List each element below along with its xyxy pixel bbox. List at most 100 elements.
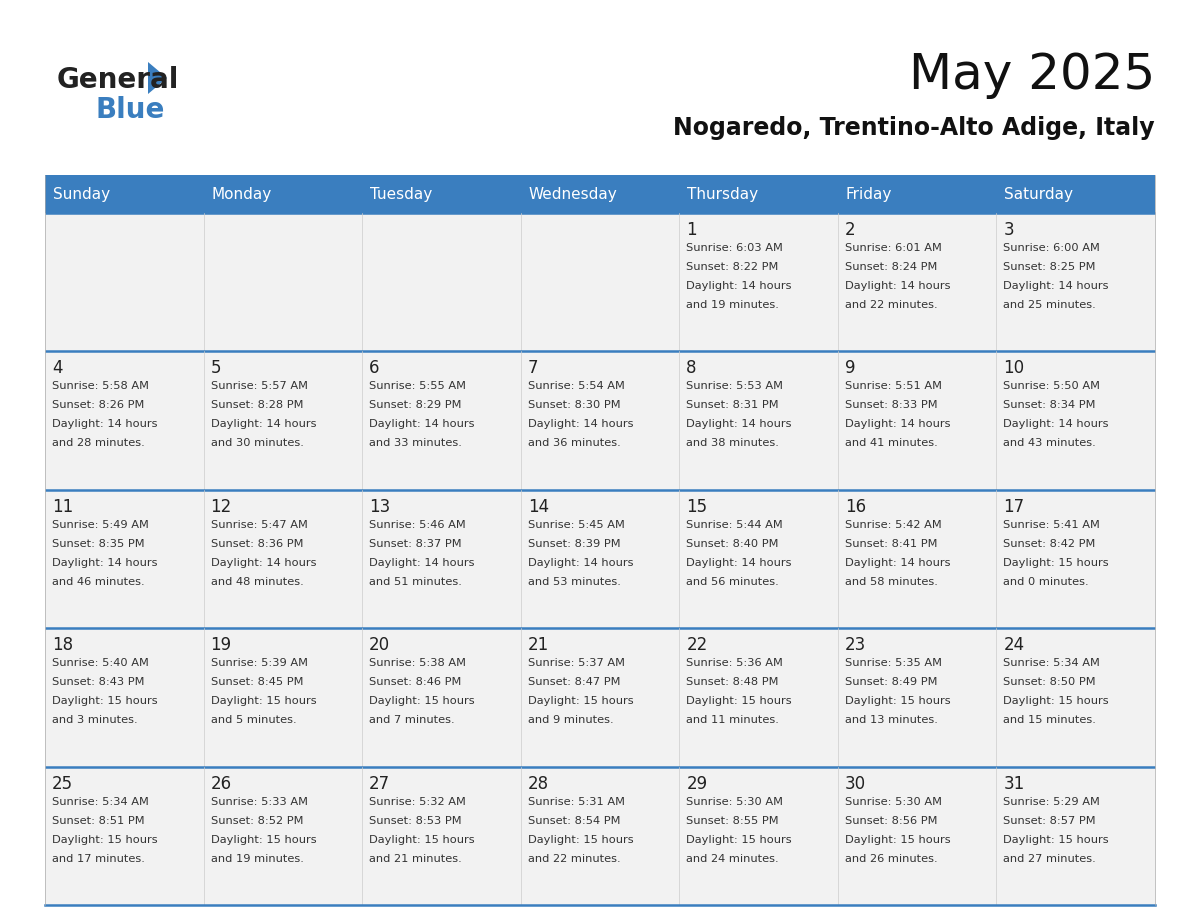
Text: Daylight: 14 hours: Daylight: 14 hours — [687, 281, 791, 291]
Text: Daylight: 15 hours: Daylight: 15 hours — [527, 834, 633, 845]
Bar — [838, 175, 997, 213]
Text: May 2025: May 2025 — [909, 51, 1155, 99]
Text: and 9 minutes.: and 9 minutes. — [527, 715, 613, 725]
Text: Daylight: 15 hours: Daylight: 15 hours — [687, 696, 792, 706]
Text: Daylight: 14 hours: Daylight: 14 hours — [1004, 281, 1108, 291]
Text: Sunset: 8:30 PM: Sunset: 8:30 PM — [527, 400, 620, 410]
Text: and 22 minutes.: and 22 minutes. — [527, 854, 620, 864]
Text: Monday: Monday — [211, 186, 272, 201]
Text: Sunset: 8:55 PM: Sunset: 8:55 PM — [687, 815, 779, 825]
Text: 11: 11 — [52, 498, 74, 516]
Bar — [45, 767, 203, 905]
Text: Daylight: 14 hours: Daylight: 14 hours — [687, 420, 791, 430]
Text: Sunrise: 5:57 AM: Sunrise: 5:57 AM — [210, 381, 308, 391]
Text: 6: 6 — [369, 360, 380, 377]
Text: 10: 10 — [1004, 360, 1024, 377]
Text: Daylight: 15 hours: Daylight: 15 hours — [687, 834, 792, 845]
Text: and 51 minutes.: and 51 minutes. — [369, 577, 462, 587]
Text: 20: 20 — [369, 636, 391, 655]
Text: Daylight: 15 hours: Daylight: 15 hours — [1004, 834, 1110, 845]
Text: Sunset: 8:43 PM: Sunset: 8:43 PM — [52, 677, 145, 688]
Text: Sunrise: 5:38 AM: Sunrise: 5:38 AM — [369, 658, 466, 668]
Text: and 41 minutes.: and 41 minutes. — [845, 439, 937, 448]
Text: Sunset: 8:42 PM: Sunset: 8:42 PM — [1004, 539, 1095, 549]
Text: Sunrise: 5:49 AM: Sunrise: 5:49 AM — [52, 520, 148, 530]
Text: Nogaredo, Trentino-Alto Adige, Italy: Nogaredo, Trentino-Alto Adige, Italy — [674, 116, 1155, 140]
Text: Sunset: 8:26 PM: Sunset: 8:26 PM — [52, 400, 145, 410]
Text: Sunrise: 5:37 AM: Sunrise: 5:37 AM — [527, 658, 625, 668]
Bar — [203, 628, 362, 767]
Text: Daylight: 14 hours: Daylight: 14 hours — [845, 558, 950, 568]
Bar — [680, 352, 838, 490]
Text: Sunset: 8:40 PM: Sunset: 8:40 PM — [687, 539, 779, 549]
Bar — [45, 175, 203, 213]
Bar — [203, 490, 362, 628]
Text: Saturday: Saturday — [1004, 186, 1074, 201]
Bar — [362, 352, 520, 490]
Bar — [203, 352, 362, 490]
Text: Sunrise: 5:29 AM: Sunrise: 5:29 AM — [1004, 797, 1100, 807]
Text: Sunrise: 5:45 AM: Sunrise: 5:45 AM — [527, 520, 625, 530]
Text: Daylight: 15 hours: Daylight: 15 hours — [527, 696, 633, 706]
Text: Daylight: 15 hours: Daylight: 15 hours — [845, 834, 950, 845]
Text: 1: 1 — [687, 221, 697, 239]
Text: Sunrise: 5:30 AM: Sunrise: 5:30 AM — [845, 797, 942, 807]
Text: 12: 12 — [210, 498, 232, 516]
Bar — [680, 628, 838, 767]
Text: Sunrise: 5:55 AM: Sunrise: 5:55 AM — [369, 381, 466, 391]
Text: 8: 8 — [687, 360, 697, 377]
Text: Sunset: 8:34 PM: Sunset: 8:34 PM — [1004, 400, 1095, 410]
Text: Thursday: Thursday — [688, 186, 758, 201]
Text: and 36 minutes.: and 36 minutes. — [527, 439, 620, 448]
Text: Sunset: 8:35 PM: Sunset: 8:35 PM — [52, 539, 145, 549]
Text: and 58 minutes.: and 58 minutes. — [845, 577, 937, 587]
Text: Sunset: 8:56 PM: Sunset: 8:56 PM — [845, 815, 937, 825]
Text: 23: 23 — [845, 636, 866, 655]
Text: and 28 minutes.: and 28 minutes. — [52, 439, 145, 448]
Text: Sunrise: 5:35 AM: Sunrise: 5:35 AM — [845, 658, 942, 668]
Text: 14: 14 — [527, 498, 549, 516]
Text: Sunset: 8:51 PM: Sunset: 8:51 PM — [52, 815, 145, 825]
Text: 19: 19 — [210, 636, 232, 655]
Bar — [520, 628, 680, 767]
Text: Sunset: 8:45 PM: Sunset: 8:45 PM — [210, 677, 303, 688]
Text: and 30 minutes.: and 30 minutes. — [210, 439, 303, 448]
Bar — [362, 175, 520, 213]
Text: Sunrise: 5:30 AM: Sunrise: 5:30 AM — [687, 797, 783, 807]
Text: 21: 21 — [527, 636, 549, 655]
Text: 17: 17 — [1004, 498, 1024, 516]
Bar — [680, 490, 838, 628]
Text: Sunrise: 6:01 AM: Sunrise: 6:01 AM — [845, 243, 942, 253]
Text: 24: 24 — [1004, 636, 1024, 655]
Bar — [520, 213, 680, 352]
Text: Sunrise: 5:53 AM: Sunrise: 5:53 AM — [687, 381, 783, 391]
Text: Daylight: 15 hours: Daylight: 15 hours — [210, 696, 316, 706]
Text: Sunrise: 5:47 AM: Sunrise: 5:47 AM — [210, 520, 308, 530]
Bar — [838, 767, 997, 905]
Text: 16: 16 — [845, 498, 866, 516]
Text: and 53 minutes.: and 53 minutes. — [527, 577, 620, 587]
Bar — [997, 175, 1155, 213]
Text: Sunrise: 5:51 AM: Sunrise: 5:51 AM — [845, 381, 942, 391]
Text: Sunset: 8:46 PM: Sunset: 8:46 PM — [369, 677, 461, 688]
Text: 29: 29 — [687, 775, 707, 792]
Text: Sunset: 8:49 PM: Sunset: 8:49 PM — [845, 677, 937, 688]
Text: Sunset: 8:39 PM: Sunset: 8:39 PM — [527, 539, 620, 549]
Bar — [838, 352, 997, 490]
Text: Sunrise: 5:58 AM: Sunrise: 5:58 AM — [52, 381, 148, 391]
Text: and 46 minutes.: and 46 minutes. — [52, 577, 145, 587]
Text: 30: 30 — [845, 775, 866, 792]
Text: 5: 5 — [210, 360, 221, 377]
Text: Sunset: 8:47 PM: Sunset: 8:47 PM — [527, 677, 620, 688]
Text: Sunday: Sunday — [53, 186, 110, 201]
Text: 3: 3 — [1004, 221, 1015, 239]
Bar — [997, 490, 1155, 628]
Text: Sunset: 8:24 PM: Sunset: 8:24 PM — [845, 262, 937, 272]
Bar — [45, 628, 203, 767]
Text: and 38 minutes.: and 38 minutes. — [687, 439, 779, 448]
Text: 26: 26 — [210, 775, 232, 792]
Text: and 25 minutes.: and 25 minutes. — [1004, 300, 1097, 310]
Text: Daylight: 14 hours: Daylight: 14 hours — [52, 558, 158, 568]
Text: Sunset: 8:37 PM: Sunset: 8:37 PM — [369, 539, 462, 549]
Text: Daylight: 14 hours: Daylight: 14 hours — [1004, 420, 1108, 430]
